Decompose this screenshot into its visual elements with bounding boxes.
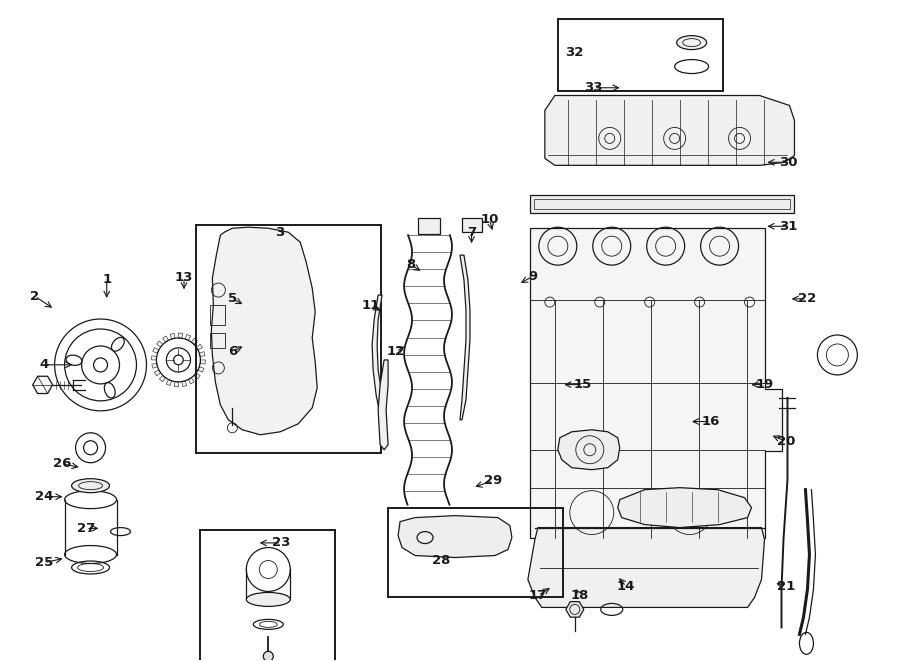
Bar: [418, 218, 440, 234]
Text: 16: 16: [701, 415, 720, 428]
Polygon shape: [188, 377, 194, 384]
Polygon shape: [159, 375, 166, 382]
Ellipse shape: [247, 592, 290, 606]
Text: 21: 21: [777, 580, 796, 593]
Text: 11: 11: [362, 299, 380, 312]
Bar: [201, 529, 335, 661]
Polygon shape: [544, 95, 795, 165]
Polygon shape: [182, 381, 187, 387]
Polygon shape: [198, 367, 204, 372]
Bar: [211, 305, 225, 325]
Ellipse shape: [72, 479, 110, 492]
Polygon shape: [170, 333, 175, 339]
Text: 25: 25: [35, 556, 53, 569]
Bar: [462, 218, 482, 232]
Text: 15: 15: [574, 378, 592, 391]
Text: 24: 24: [34, 490, 53, 503]
Polygon shape: [152, 364, 158, 368]
Text: 3: 3: [274, 226, 284, 239]
Text: 31: 31: [778, 219, 797, 233]
Polygon shape: [378, 360, 388, 449]
Text: 17: 17: [529, 589, 547, 602]
Polygon shape: [200, 360, 205, 364]
Text: 9: 9: [528, 270, 537, 283]
Polygon shape: [528, 527, 764, 607]
Polygon shape: [199, 352, 205, 356]
Text: 12: 12: [387, 345, 405, 358]
Polygon shape: [157, 341, 163, 347]
Circle shape: [264, 651, 274, 661]
Text: 14: 14: [616, 580, 635, 593]
Text: 30: 30: [778, 156, 797, 169]
Text: 13: 13: [175, 271, 194, 284]
Polygon shape: [175, 381, 178, 387]
Polygon shape: [163, 336, 168, 342]
Text: 4: 4: [40, 358, 49, 371]
Text: 2: 2: [31, 290, 40, 303]
Polygon shape: [212, 227, 317, 435]
Bar: [388, 508, 562, 598]
Text: 10: 10: [481, 214, 499, 226]
Ellipse shape: [677, 36, 706, 50]
Polygon shape: [155, 370, 160, 375]
Bar: [211, 333, 225, 348]
Text: 27: 27: [76, 522, 95, 535]
Polygon shape: [194, 373, 200, 379]
Text: 28: 28: [432, 553, 450, 566]
Text: 26: 26: [52, 457, 71, 470]
Bar: [196, 225, 381, 453]
Bar: [534, 199, 790, 210]
Polygon shape: [617, 488, 752, 527]
Text: 29: 29: [484, 475, 502, 487]
Polygon shape: [185, 334, 191, 340]
Polygon shape: [178, 333, 183, 338]
Polygon shape: [530, 228, 782, 537]
Text: 8: 8: [406, 258, 415, 271]
Polygon shape: [372, 295, 385, 415]
Polygon shape: [566, 602, 584, 617]
Text: 18: 18: [571, 589, 589, 602]
Text: 1: 1: [103, 272, 112, 286]
Polygon shape: [151, 356, 157, 360]
Text: 19: 19: [755, 378, 774, 391]
Polygon shape: [398, 516, 512, 557]
Bar: [530, 195, 795, 214]
Bar: [558, 19, 723, 91]
Text: 7: 7: [467, 226, 476, 239]
Polygon shape: [32, 376, 52, 393]
Text: 22: 22: [797, 292, 816, 305]
Text: 5: 5: [228, 292, 237, 305]
Polygon shape: [192, 338, 197, 344]
Polygon shape: [196, 344, 202, 350]
Polygon shape: [460, 255, 470, 420]
Polygon shape: [166, 379, 172, 385]
Polygon shape: [153, 348, 158, 353]
Text: 6: 6: [228, 345, 238, 358]
Text: 20: 20: [777, 435, 796, 447]
Text: 23: 23: [272, 536, 290, 549]
Text: 32: 32: [565, 46, 583, 59]
Text: 33: 33: [584, 81, 603, 95]
Polygon shape: [558, 430, 620, 470]
